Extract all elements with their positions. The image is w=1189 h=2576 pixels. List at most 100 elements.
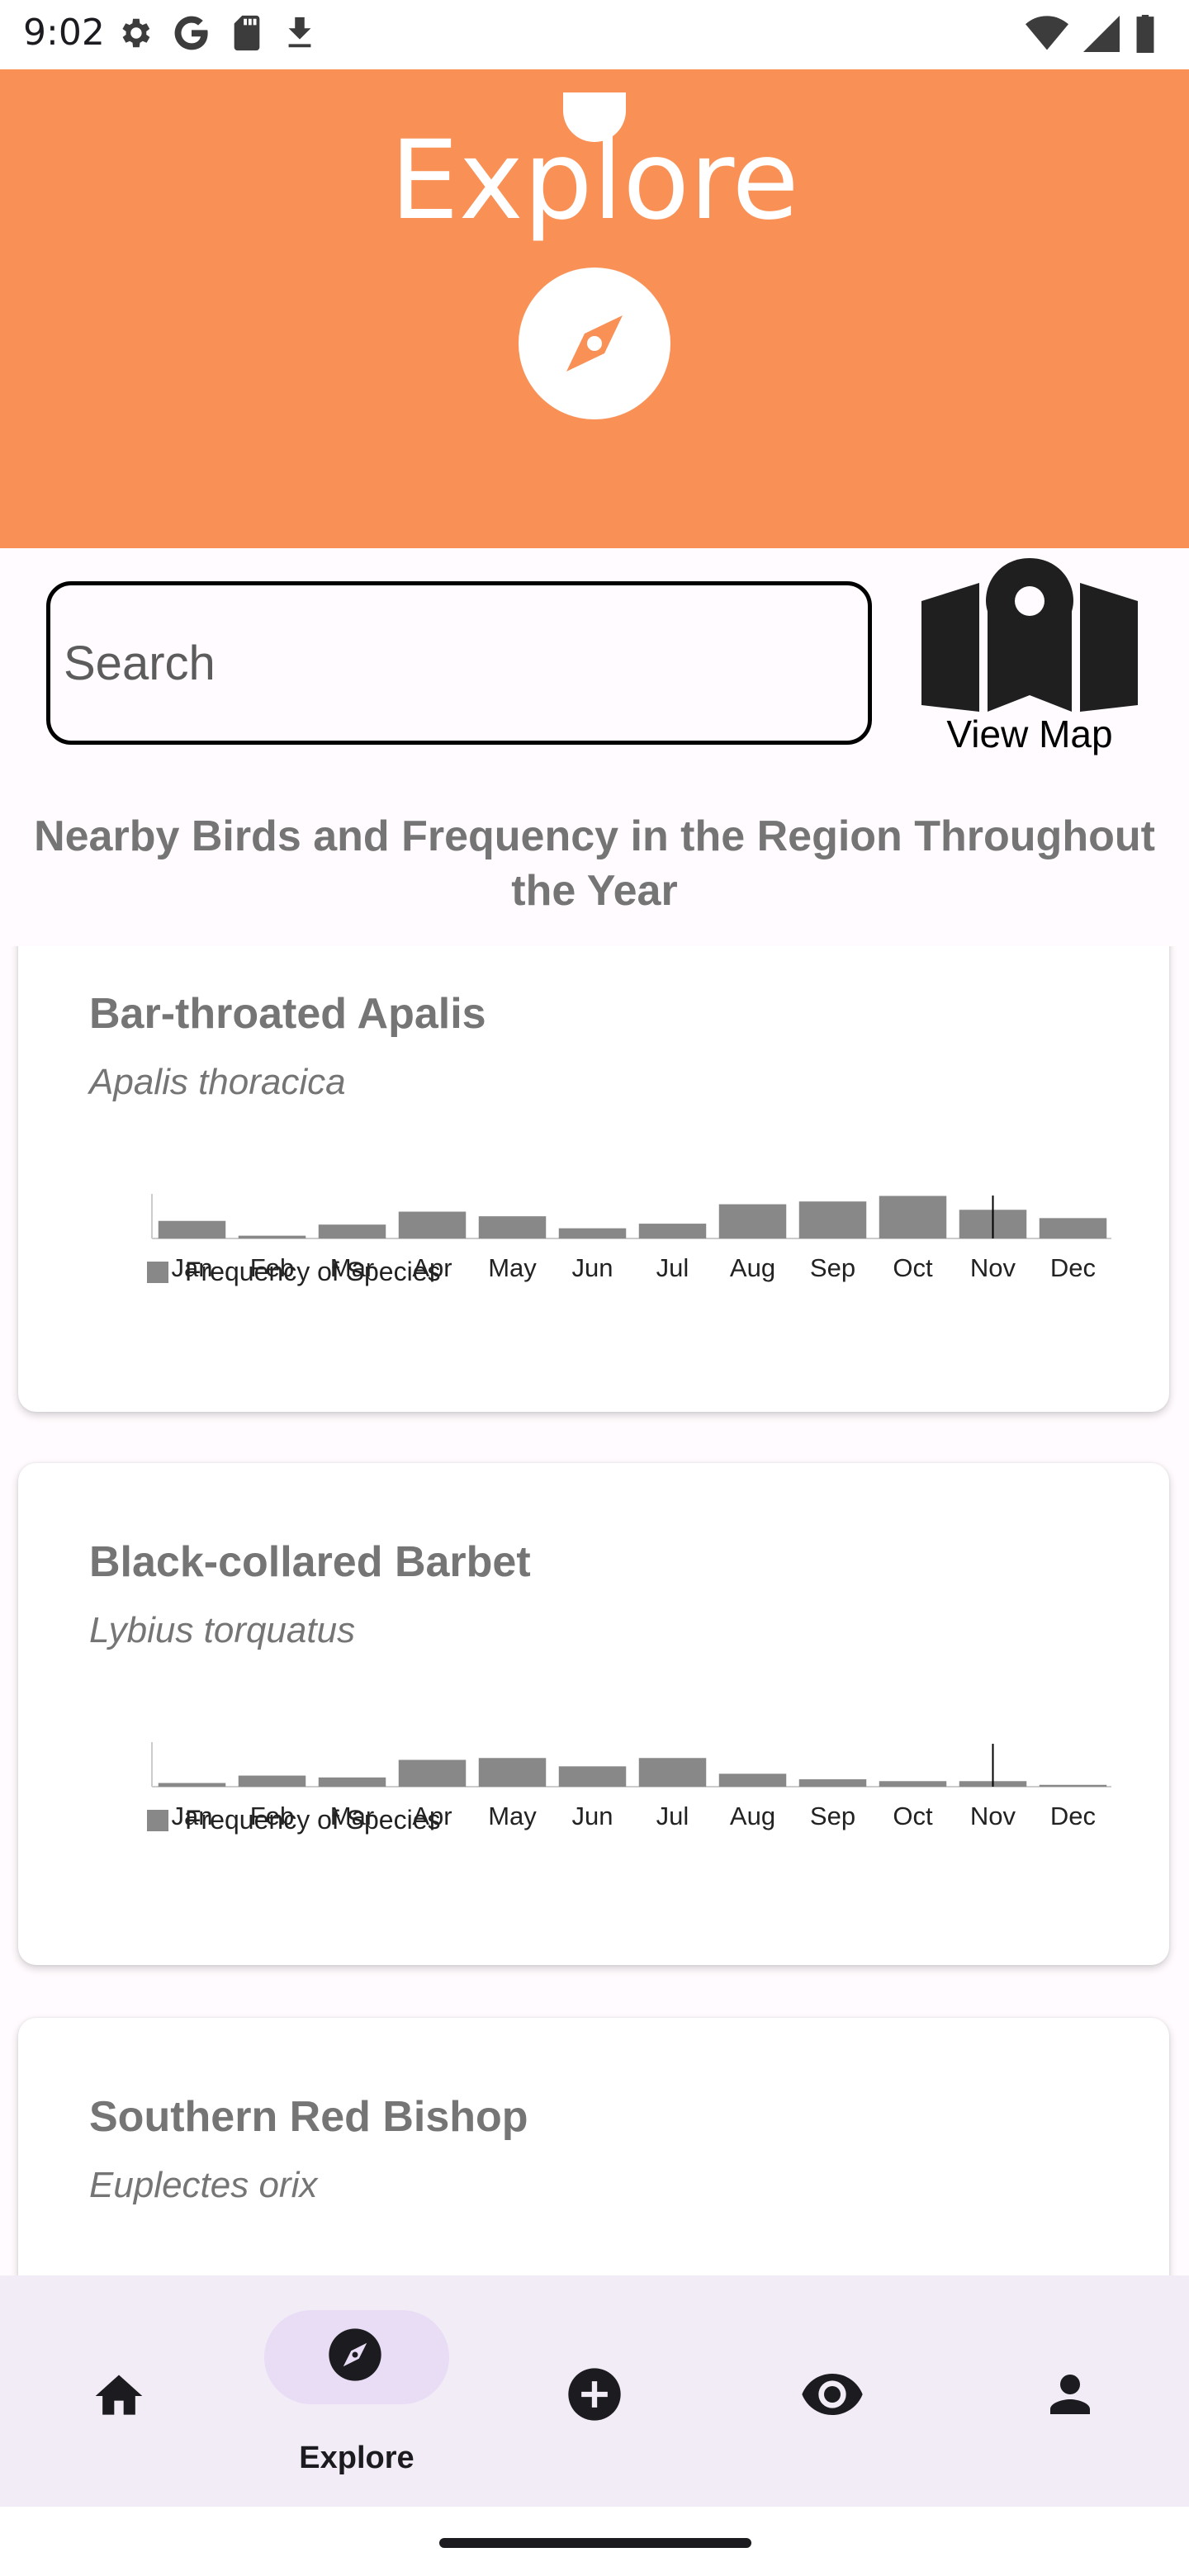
nav-profile[interactable] (951, 2275, 1189, 2507)
nav-explore-label: Explore (299, 2441, 414, 2475)
chart-tick-label-jul: Jul (656, 1802, 689, 1830)
add-circle-icon (568, 2368, 621, 2421)
sd-card-icon (234, 15, 260, 51)
status-icons-left (116, 13, 317, 53)
search-placeholder: Search (64, 636, 216, 690)
chart-tick-label-apr: Apr (412, 1802, 452, 1830)
chart-bar-jun (558, 1228, 627, 1238)
legend-swatch (147, 1261, 168, 1283)
frequency-chart: Jan Feb Mar Apr May Jun Jul Aug Sep Oct Nov Dec (151, 1194, 1111, 1282)
bird-scientific-name: Euplectes orix (89, 2165, 318, 2205)
person-icon (1050, 2375, 1090, 2414)
camera-cutout (563, 92, 626, 142)
home-icon (95, 2375, 143, 2415)
chart-tick-label-sep: Sep (810, 1802, 855, 1830)
chart-bar-dec (1039, 1784, 1107, 1787)
bird-card[interactable]: Black-collared Barbet Lybius torquatus J… (18, 1463, 1169, 1965)
legend-label: Frequency of Species (185, 1257, 441, 1286)
chart-tick-label-jul: Jul (656, 1253, 689, 1282)
chart-bar-feb (238, 1235, 306, 1238)
bird-card[interactable]: Bar-throated Apalis Apalis thoracica Jan… (18, 946, 1169, 1412)
chart-bar-mar (318, 1224, 386, 1238)
bird-common-name: Southern Red Bishop (89, 2093, 528, 2141)
compass-icon (566, 315, 623, 372)
chart-bar-jun (558, 1766, 627, 1787)
chart-bar-jul (638, 1758, 707, 1787)
nav-explore[interactable] (238, 2275, 476, 2507)
chart-bar-apr (398, 1759, 467, 1787)
explore-header: Explore (0, 69, 1189, 548)
section-heading: Nearby Birds and Frequency in the Region… (34, 812, 1155, 915)
chart-tick-label-nov: Nov (970, 1253, 1016, 1282)
chart-bar-apr (398, 1211, 467, 1238)
chart-tick-label-jun: Jun (572, 1802, 613, 1830)
chart-tick-label-sep: Sep (810, 1253, 855, 1282)
chart-tick-label-may: May (488, 1802, 537, 1830)
bottom-navigation: Explore (0, 2275, 1189, 2507)
bird-list[interactable]: Bar-throated Apalis Apalis thoracica Jan… (0, 946, 1189, 2275)
chart-legend: Frequency of Species (147, 1257, 441, 1287)
chart-bar-sep (798, 1201, 867, 1238)
chart-tick-label-jan: Jan (172, 1253, 213, 1282)
chart-bar-dec (1039, 1218, 1107, 1238)
chart-tick-label-jun: Jun (572, 1253, 613, 1282)
search-input[interactable]: Search (46, 581, 872, 745)
nav-watch[interactable] (713, 2275, 951, 2507)
chart-tick-label-mar: Mar (330, 1253, 374, 1282)
chart-bar-jan (158, 1783, 226, 1787)
chart-bar-jul (638, 1224, 707, 1238)
chart-bar-aug (718, 1773, 787, 1787)
chart-tick-label-may: May (488, 1253, 537, 1282)
chart-bar-mar (318, 1777, 386, 1787)
google-icon (174, 16, 208, 50)
page-title: Explore (390, 117, 799, 244)
legend-label: Frequency of Species (185, 1805, 441, 1835)
download-icon (288, 17, 311, 48)
chart-tick-label-oct: Oct (893, 1253, 933, 1282)
chart-tick-label-aug: Aug (730, 1802, 775, 1830)
chart-tick-label-feb: Feb (250, 1802, 294, 1830)
chart-tick-label-dec: Dec (1050, 1802, 1096, 1830)
bird-scientific-name: Lybius torquatus (89, 1610, 356, 1650)
map-pin-icon (921, 558, 1138, 712)
chart-bar-aug (718, 1204, 787, 1238)
chart-bar-oct (879, 1781, 947, 1787)
gesture-handle[interactable] (439, 2538, 751, 2548)
compass-icon (329, 2328, 381, 2381)
chart-tick-label-mar: Mar (330, 1802, 374, 1830)
chart-tick-label-nov: Nov (970, 1802, 1016, 1830)
status-bar: 9:02 (0, 0, 1189, 69)
battery-icon (1136, 15, 1154, 53)
bird-card[interactable]: Southern Red Bishop Euplectes orix (18, 2018, 1169, 2275)
gear-icon (122, 18, 150, 48)
chart-bar-may (478, 1216, 547, 1238)
frequency-chart: Jan Feb Mar Apr May Jun Jul Aug Sep Oct Nov Dec (151, 1742, 1111, 1830)
chart-bar-jan (158, 1220, 226, 1238)
chart-legend: Frequency of Species (147, 1805, 441, 1835)
chart-bar-feb (238, 1775, 306, 1787)
bird-common-name: Black-collared Barbet (89, 1538, 531, 1586)
signal-icon (1083, 16, 1120, 52)
status-time: 9:02 (23, 12, 105, 54)
wifi-icon (1026, 16, 1068, 50)
gesture-area (0, 2507, 1189, 2576)
bird-common-name: Bar-throated Apalis (89, 990, 486, 1038)
view-map-button[interactable]: View Map (908, 558, 1151, 756)
chart-tick-label-aug: Aug (730, 1253, 775, 1282)
chart-bar-oct (879, 1196, 947, 1238)
chart-tick-label-oct: Oct (893, 1802, 933, 1830)
view-map-label: View Map (946, 713, 1113, 755)
chart-tick-label-dec: Dec (1050, 1253, 1096, 1282)
status-icons-right (1026, 15, 1156, 53)
chart-bar-sep (798, 1779, 867, 1787)
chart-tick-label-feb: Feb (250, 1253, 294, 1282)
chart-tick-label-jan: Jan (172, 1802, 213, 1830)
nav-add[interactable] (476, 2275, 713, 2507)
bird-scientific-name: Apalis thoracica (89, 1062, 346, 1102)
chart-tick-label-apr: Apr (412, 1253, 452, 1282)
legend-swatch (147, 1809, 168, 1831)
nav-home[interactable] (0, 2275, 238, 2507)
chart-bar-may (478, 1758, 547, 1787)
header-compass-badge (519, 268, 670, 419)
eye-icon (802, 2374, 863, 2415)
